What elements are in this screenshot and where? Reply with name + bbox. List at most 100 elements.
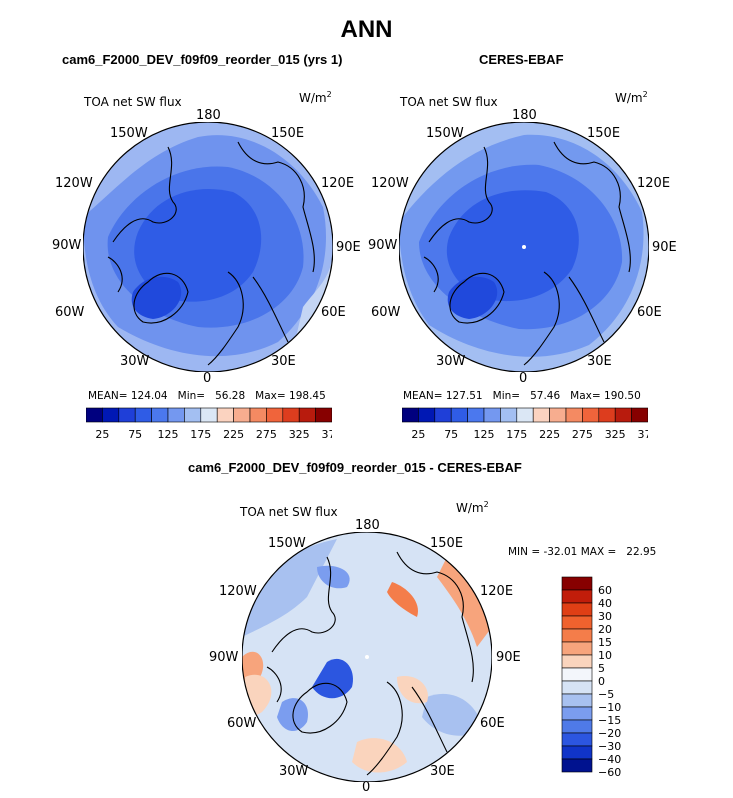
panel2-greenland-region — [447, 276, 498, 319]
diff-lon-60w: 60W — [227, 716, 257, 731]
colorbar-tick-label: 275 — [572, 428, 593, 441]
panel1-lon-60w: 60W — [55, 305, 85, 320]
colorbar-tick-label: 75 — [128, 428, 142, 441]
colorbar-swatch — [282, 407, 300, 423]
panel2-lon-30e: 30E — [587, 354, 612, 369]
colorbar-tick-label: 125 — [474, 428, 495, 441]
colorbar-swatch — [118, 407, 136, 423]
diff-colorbar-swatch — [561, 706, 593, 721]
diff-colorbar-label: 30 — [598, 610, 612, 623]
colorbar-tick-label: 325 — [605, 428, 626, 441]
diff-lon-bottom: 0 — [362, 780, 371, 795]
panel2-map — [399, 122, 649, 372]
diff-stats: MIN = -32.01 MAX = 22.95 — [508, 546, 657, 558]
panel2-lon-90w: 90W — [368, 238, 398, 253]
colorbar-swatch — [200, 407, 218, 423]
panel1-lon-90e: 90E — [336, 240, 361, 255]
colorbar-swatch — [532, 407, 550, 423]
colorbar-swatch — [167, 407, 185, 423]
colorbar-tick-label: 225 — [223, 428, 244, 441]
diff-lon-90w: 90W — [209, 650, 239, 665]
diff-colorbar-label: 15 — [598, 636, 612, 649]
panel1-lon-150e: 150E — [271, 126, 305, 141]
diff-colorbar-swatch — [561, 667, 593, 682]
figure-title: ANN — [340, 16, 393, 43]
diff-colorbar-label: 40 — [598, 597, 612, 610]
diff-colorbar-swatch — [561, 589, 593, 604]
diff-colorbar-label: −10 — [598, 701, 621, 714]
diff-colorbar-swatch — [561, 576, 593, 591]
colorbar-swatch — [582, 407, 600, 423]
colorbar-swatch — [418, 407, 436, 423]
panel2-lon-150e: 150E — [587, 126, 621, 141]
diff-map — [242, 532, 492, 782]
diff-lon-60e: 60E — [480, 716, 505, 731]
diff-variable: TOA net SW flux — [240, 505, 338, 519]
colorbar-swatch — [266, 407, 284, 423]
colorbar-swatch — [467, 407, 485, 423]
diff-pos-region-4 — [387, 582, 418, 617]
panel1-lon-120w: 120W — [55, 176, 93, 191]
colorbar-tick-label: 375 — [638, 428, 649, 441]
diff-colorbar-label: −5 — [598, 688, 614, 701]
colorbar-swatch — [483, 407, 501, 423]
diff-lon-30e: 30E — [430, 764, 455, 779]
colorbar-swatch — [500, 407, 518, 423]
diff-pos-region-6 — [397, 676, 428, 704]
colorbar-swatch — [434, 407, 452, 423]
diff-colorbar-swatch — [561, 641, 593, 656]
panel1-stats: MEAN= 124.04 Min= 56.28 Max= 198.45 — [88, 390, 326, 402]
diff-colorbar-label: 60 — [598, 584, 612, 597]
colorbar-swatch — [216, 407, 234, 423]
diff-colorbar-label: −15 — [598, 714, 621, 727]
colorbar-tick-label: 125 — [158, 428, 179, 441]
diff-colorbar-swatch — [561, 745, 593, 760]
panel2-lon-60e: 60E — [637, 305, 662, 320]
colorbar-tick-label: 325 — [289, 428, 310, 441]
diff-colorbar-swatch — [561, 693, 593, 708]
diff-colorbar-label: 5 — [598, 662, 605, 675]
diff-pole-marker — [365, 655, 369, 659]
colorbar-swatch — [614, 407, 632, 423]
panel1-map — [83, 122, 333, 372]
diff-neg-region-5 — [422, 693, 482, 736]
colorbar-swatch — [249, 407, 267, 423]
panel2-colorbar: 25 75 125 175 225 275 325 375 — [402, 407, 649, 441]
panel1-lon-60e: 60E — [321, 305, 346, 320]
diff-lon-150e: 150E — [430, 536, 464, 551]
panel2-lon-120w: 120W — [371, 176, 409, 191]
panel2-lon-150w: 150W — [426, 126, 464, 141]
colorbar-swatch — [598, 407, 616, 423]
panel1-lon-bottom: 0 — [203, 371, 212, 386]
colorbar-swatch — [134, 407, 152, 423]
colorbar-tick-label: 175 — [506, 428, 527, 441]
diff-pos-region-5 — [352, 738, 407, 773]
diff-colorbar-swatch — [561, 719, 593, 734]
diff-colorbar-label: 10 — [598, 649, 612, 662]
panel2-lon-120e: 120E — [637, 176, 671, 191]
diff-colorbar-swatch — [561, 615, 593, 630]
diff-neg-region-1 — [242, 539, 337, 637]
panel1-lon-30e: 30E — [271, 354, 296, 369]
colorbar-swatch — [151, 407, 169, 423]
panel1-lon-top: 180 — [196, 108, 221, 123]
panel1-lon-120e: 120E — [321, 176, 355, 191]
colorbar-swatch — [450, 407, 468, 423]
diff-colorbar-swatch — [561, 680, 593, 695]
colorbar-swatch — [298, 407, 316, 423]
panel1-greenland-region — [131, 276, 182, 319]
panel1-subtitle: cam6_F2000_DEV_f09f09_reorder_015 (yrs 1… — [62, 52, 343, 67]
colorbar-swatch — [102, 407, 120, 423]
diff-colorbar-swatch — [561, 654, 593, 669]
colorbar-tick-label: 25 — [95, 428, 109, 441]
colorbar-tick-label: 225 — [539, 428, 560, 441]
diff-colorbar-label: −30 — [598, 740, 621, 753]
diff-colorbar-label: −60 — [598, 766, 621, 779]
colorbar-swatch — [315, 407, 332, 423]
panel1-units: W/m2 — [299, 90, 332, 105]
colorbar-swatch — [184, 407, 202, 423]
colorbar-swatch — [565, 407, 583, 423]
diff-lon-30w: 30W — [279, 764, 309, 779]
diff-colorbar-swatch — [561, 628, 593, 643]
